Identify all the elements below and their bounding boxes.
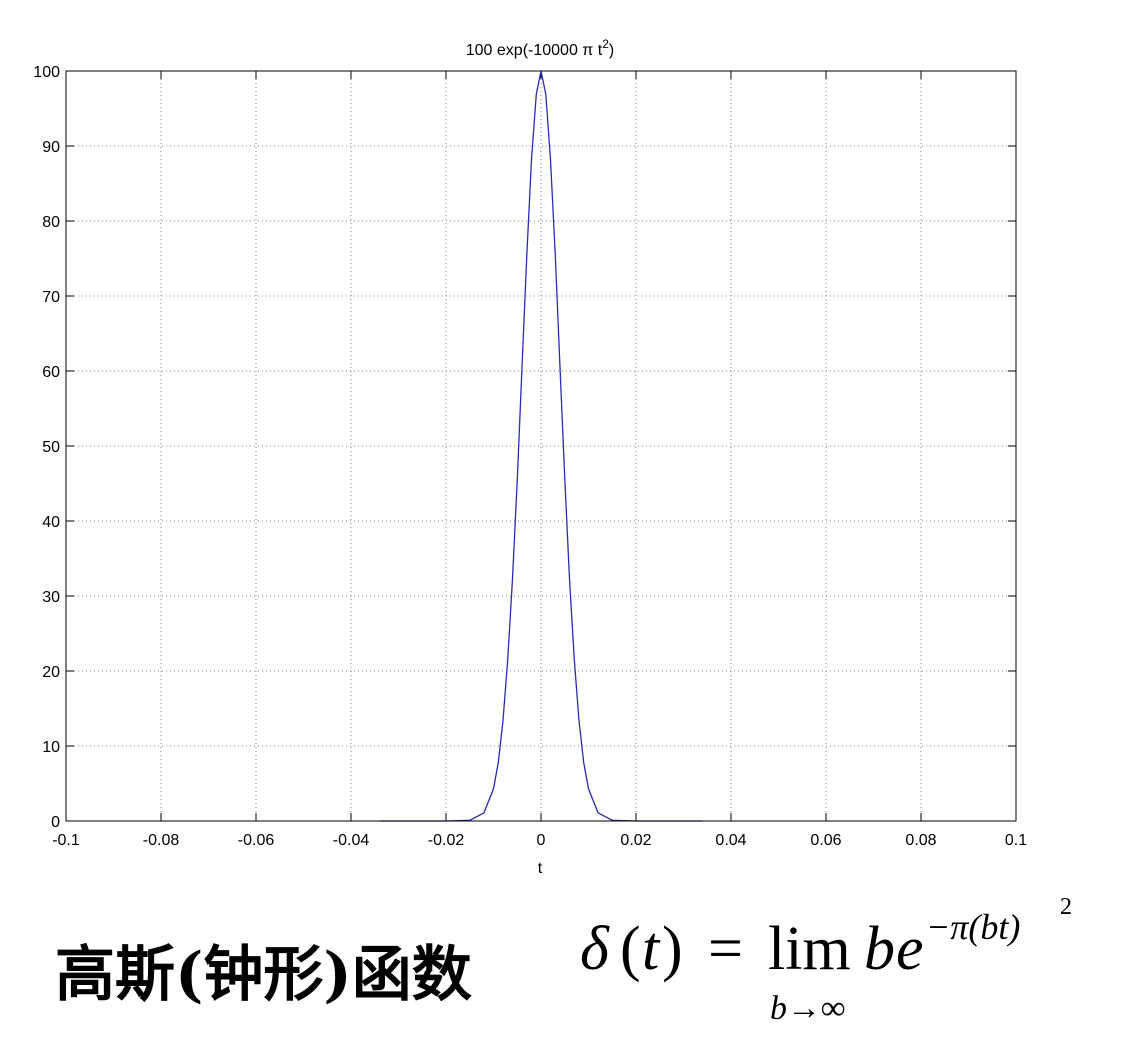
tick-marks [65,70,1017,822]
formula-limit-subscript: b→∞ [770,990,846,1027]
caption-label: 高斯(钟形)函数 [55,940,472,1010]
formula-t: t [642,915,660,983]
x-tick-label: -0.06 [238,832,275,849]
formula-open-paren: ( [620,915,641,983]
x-tick-labels: -0.1 -0.08 -0.06 -0.04 -0.02 0 0.02 0.04 0.06 0.0… [52,832,1027,849]
x-tick-label: 0 [537,832,546,849]
y-tick-label: 0 [51,814,60,831]
x-tick-label: 0.08 [905,832,936,849]
y-tick-label: 80 [42,214,60,231]
y-tick-label: 70 [42,289,60,306]
chart-title-exponent: 2 [602,37,609,51]
y-tick-label: 40 [42,514,60,531]
chart-title-close: ) [609,42,614,59]
formula-equals: = [708,915,743,983]
formula-lim: lim [768,915,851,983]
x-tick-label: 0.1 [1005,832,1027,849]
x-tick-label: -0.04 [333,832,370,849]
chart-title-t: t [593,42,602,59]
y-tick-labels: 0 10 20 30 40 50 60 70 80 90 100 [33,64,60,831]
formula-exponent: −π(bt) [926,907,1021,947]
y-tick-label: 100 [33,64,60,81]
y-tick-label: 90 [42,139,60,156]
formula-delta: δ [580,915,609,983]
formula-b: b [864,915,895,983]
y-tick-label: 50 [42,439,60,456]
y-tick-label: 60 [42,364,60,381]
formula-exponent-power: 2 [1060,894,1072,920]
x-tick-label: -0.02 [428,832,465,849]
chart-title: 100 exp(-10000 π t2) [466,37,614,59]
x-tick-label: -0.1 [52,832,80,849]
x-tick-label: 0.02 [620,832,651,849]
chart: -0.1 -0.08 -0.06 -0.04 -0.02 0 0.02 0.04 0.06 0.0… [33,37,1027,877]
x-tick-label: 0.06 [810,832,841,849]
y-tick-label: 20 [42,664,60,681]
y-tick-label: 30 [42,589,60,606]
grid [66,71,1016,821]
caption: 高斯(钟形)函数 δ ( t ) = lim b e −π(bt) 2 b→∞ [55,894,1115,1028]
x-axis-label: t [538,860,543,877]
chart-title-main: 100 exp(-10000 [466,42,583,59]
plot-frame [65,70,1017,822]
y-tick-label: 10 [42,739,60,756]
formula-close-paren: ) [662,915,683,983]
formula-e: e [896,915,924,983]
x-tick-label: -0.08 [143,832,180,849]
x-tick-label: 0.04 [715,832,746,849]
chart-title-pi: π [582,42,593,59]
